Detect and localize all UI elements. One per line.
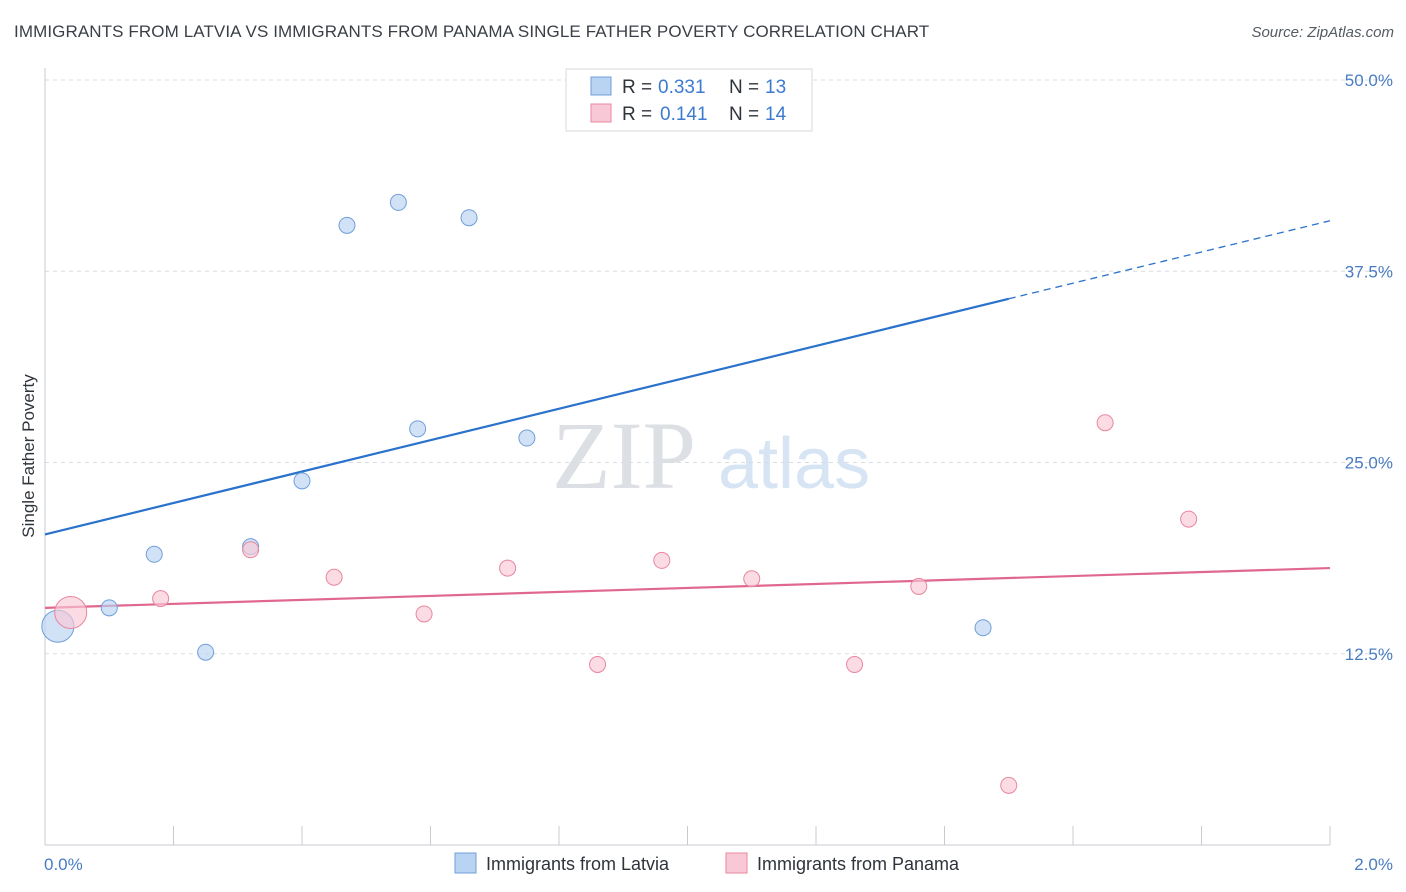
point-panama: [1096, 414, 1114, 432]
chart-title: IMMIGRANTS FROM LATVIA VS IMMIGRANTS FRO…: [14, 22, 930, 41]
trend-line-latvia-extension: [1008, 220, 1331, 300]
correlation-legend: R = 0.331 N = 13 R = 0.141 N = 14: [565, 68, 813, 132]
y-tick-label: 12.5%: [1345, 645, 1393, 664]
legend-r-value-panama: 0.141: [660, 104, 708, 125]
point-panama: [910, 577, 928, 595]
legend-n-label-panama: N =: [729, 104, 764, 125]
point-latvia: [460, 209, 478, 227]
point-panama: [325, 568, 343, 586]
point-latvia: [518, 429, 536, 447]
grid-lines: [45, 79, 1392, 655]
y-tick-label: 37.5%: [1345, 262, 1393, 281]
y-tick-labels: 12.5% 25.0% 37.5% 50.0%: [1345, 71, 1393, 664]
trend-line-panama: [44, 566, 1331, 609]
data-points: [41, 193, 1198, 794]
series-legend-label-panama: Immigrants from Panama: [757, 854, 960, 874]
legend-r-label-latvia: R =: [622, 77, 657, 98]
point-latvia: [338, 216, 356, 234]
legend-n-value-panama: 14: [765, 104, 787, 125]
point-panama: [1000, 776, 1018, 794]
y-tick-label: 25.0%: [1345, 454, 1393, 473]
x-tick-labels: 0.0% 2.0%: [44, 826, 1393, 874]
point-panama: [152, 590, 170, 608]
watermark-zip: ZIP: [552, 402, 696, 509]
point-latvia: [145, 545, 163, 563]
point-latvia: [389, 193, 407, 211]
source-label: Source: ZipAtlas.com: [1251, 24, 1394, 41]
point-latvia: [293, 472, 311, 490]
y-axis-label: Single Father Poverty: [19, 374, 38, 538]
point-latvia: [409, 420, 427, 438]
legend-swatch-panama: [590, 103, 612, 123]
trend-lines: [44, 220, 1331, 609]
x-tick-label: 2.0%: [1354, 855, 1393, 874]
point-panama: [242, 541, 260, 559]
trend-line-latvia: [44, 297, 1010, 536]
watermark: ZIP atlas: [552, 402, 870, 509]
watermark-atlas: atlas: [718, 424, 870, 504]
series-legend-swatch-latvia: [454, 852, 477, 874]
x-tick-label: 0.0%: [44, 855, 83, 874]
y-tick-label: 50.0%: [1345, 71, 1393, 90]
point-panama: [846, 655, 864, 673]
legend-swatch-latvia: [590, 76, 612, 96]
point-panama: [589, 655, 607, 673]
series-legend-label-latvia: Immigrants from Latvia: [486, 854, 670, 874]
legend-r-label-panama: R =: [622, 104, 657, 125]
series-legend-swatch-panama: [725, 852, 748, 874]
point-latvia: [100, 599, 118, 617]
legend-n-label-latvia: N =: [729, 77, 764, 98]
legend-n-value-latvia: 13: [765, 77, 786, 98]
point-panama: [415, 605, 433, 623]
point-panama: [653, 551, 671, 569]
point-panama: [1180, 510, 1198, 528]
series-legend: Immigrants from Latvia Immigrants from P…: [454, 852, 960, 874]
point-latvia: [197, 643, 215, 661]
legend-r-value-latvia: 0.331: [658, 77, 706, 98]
point-panama: [499, 559, 517, 577]
point-panama: [54, 595, 88, 629]
point-latvia: [974, 619, 992, 637]
point-panama: [743, 570, 761, 588]
